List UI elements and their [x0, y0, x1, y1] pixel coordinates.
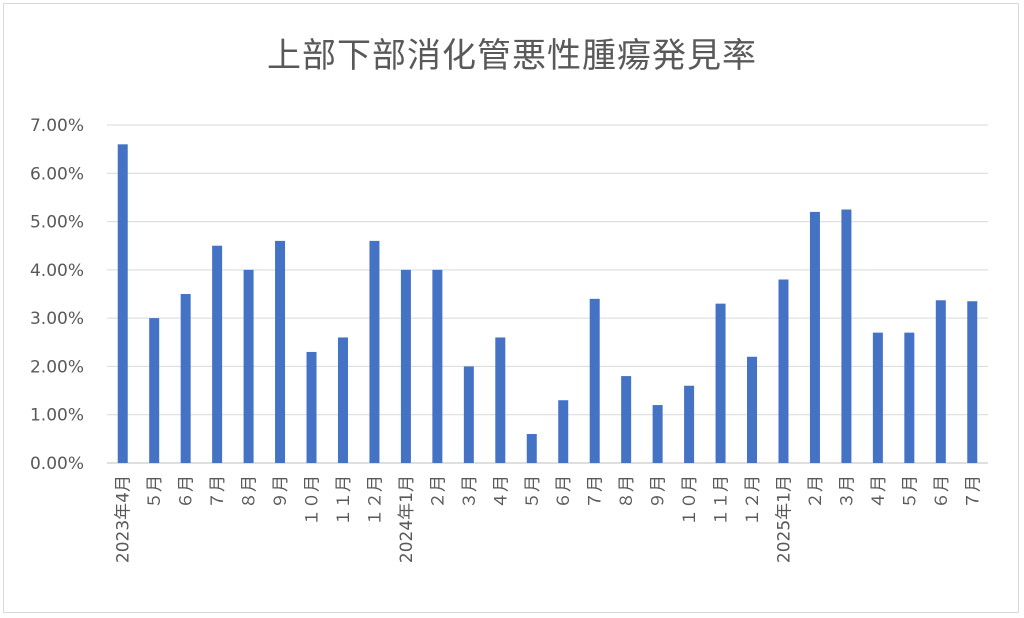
x-tick-label: ５月 — [900, 475, 920, 509]
y-tick-label: 5.00% — [30, 213, 84, 233]
x-tick-label: ９月 — [271, 475, 291, 509]
bar — [495, 337, 506, 463]
bar — [369, 240, 380, 463]
bar — [841, 209, 852, 463]
x-tick-label: ６月 — [177, 475, 197, 509]
bar — [872, 332, 883, 463]
bar — [432, 269, 443, 463]
y-tick-label: 6.00% — [30, 164, 84, 184]
x-tick-label: ３月 — [837, 475, 857, 509]
y-axis-tick-labels: 0.00% 1.00% 2.00% 3.00% 4.00% 5.00% 6.00% 7.00% — [30, 116, 84, 474]
x-tick-label: ７月 — [586, 475, 606, 509]
bar — [809, 211, 820, 463]
x-tick-label: １１月 — [712, 475, 732, 526]
bar — [967, 301, 978, 463]
bar-series — [117, 144, 978, 464]
bar — [747, 356, 758, 463]
bar — [306, 351, 317, 463]
x-tick-label: ６月 — [554, 475, 574, 509]
x-tick-label: ４月 — [491, 475, 511, 509]
y-tick-label: 2.00% — [30, 357, 84, 377]
x-tick-label: ８月 — [240, 475, 260, 509]
x-tick-label: ５月 — [145, 475, 165, 509]
x-axis-tick-labels: 2023年4月 ５月 ６月 ７月 ８月 ９月 １０月 １１月 １２月 2024年1月 ２月 ３月 ４月 ５… — [114, 475, 984, 563]
x-tick-label: １０月 — [303, 475, 323, 526]
bar — [904, 332, 915, 463]
x-tick-label: 2024年1月 — [397, 475, 417, 563]
x-tick-label: １１月 — [334, 475, 354, 526]
x-tick-label: ７月 — [208, 475, 228, 509]
bar — [935, 300, 946, 463]
bar — [243, 269, 254, 463]
bar — [180, 294, 191, 463]
x-tick-label: ５月 — [523, 475, 543, 509]
bar — [778, 279, 789, 463]
bar — [337, 337, 348, 463]
x-tick-label: １２月 — [743, 475, 763, 526]
y-tick-label: 1.00% — [30, 406, 84, 426]
bar — [684, 385, 695, 463]
chart-title: 上部下部消化管悪性腫瘍発見率 — [267, 36, 757, 76]
bar — [526, 434, 537, 463]
bar — [212, 245, 223, 463]
x-tick-label: ７月 — [963, 475, 983, 509]
x-tick-label: 2023年4月 — [114, 475, 134, 563]
x-tick-label: 2025年1月 — [774, 475, 794, 563]
bar — [621, 376, 632, 463]
bar — [589, 298, 600, 463]
x-tick-label: ４月 — [869, 475, 889, 509]
bar — [463, 366, 474, 463]
bar — [715, 303, 726, 463]
y-tick-label: 4.00% — [30, 261, 84, 281]
gridlines — [107, 124, 988, 464]
x-tick-label: １２月 — [365, 475, 385, 526]
bar — [149, 318, 160, 463]
x-tick-label: ２月 — [806, 475, 826, 509]
y-tick-label: 7.00% — [30, 116, 84, 136]
x-tick-label: ３月 — [460, 475, 480, 509]
x-tick-label: ６月 — [932, 475, 952, 509]
y-tick-label: 3.00% — [30, 309, 84, 329]
bar — [117, 144, 128, 464]
x-tick-label: ２月 — [428, 475, 448, 509]
x-tick-label: １０月 — [680, 475, 700, 526]
bar — [400, 269, 411, 463]
x-tick-label: ９月 — [649, 475, 669, 509]
bar — [558, 400, 569, 463]
bar — [275, 240, 286, 463]
bar — [652, 405, 663, 463]
x-tick-label: ８月 — [617, 475, 637, 509]
y-tick-label: 0.00% — [30, 454, 84, 474]
